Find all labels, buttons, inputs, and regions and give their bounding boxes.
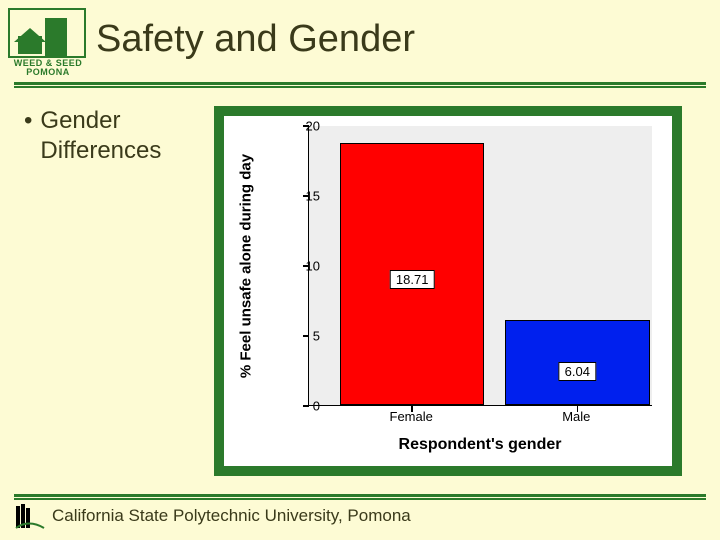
logo-image [8, 8, 86, 58]
y-tick-label: 20 [306, 119, 320, 134]
bullet-list: • Gender Differences [24, 106, 202, 476]
weed-seed-logo: WEED & SEED POMONA [8, 8, 88, 80]
slide-title: Safety and Gender [96, 8, 415, 61]
plot-area: 18.71 6.04 [308, 126, 652, 406]
x-category-label: Male [562, 409, 590, 424]
university-logo-icon [14, 502, 46, 530]
bullet-item: • Gender Differences [24, 106, 202, 166]
bullet-text: Gender Differences [40, 106, 202, 166]
bar-value-label: 18.71 [390, 270, 435, 289]
y-tick-label: 0 [313, 399, 320, 414]
chart-frame: 18.71 6.04 % Feel unsafe alone during day… [214, 106, 682, 476]
y-tick [303, 405, 309, 407]
y-tick-label: 10 [306, 259, 320, 274]
y-tick-label: 15 [306, 189, 320, 204]
y-tick-label: 5 [313, 329, 320, 344]
chart-panel: 18.71 6.04 % Feel unsafe alone during day… [224, 116, 672, 466]
y-tick [303, 335, 309, 337]
slide-content: • Gender Differences 18.71 6.04 % Feel un… [0, 88, 720, 476]
footer-divider [14, 494, 706, 500]
x-category-label: Female [390, 409, 433, 424]
slide-footer: California State Polytechnic University,… [14, 494, 706, 530]
y-axis-label: % Feel unsafe alone during day [238, 154, 255, 378]
bullet-marker: • [24, 106, 32, 166]
x-axis-label: Respondent's gender [308, 436, 652, 454]
slide-header: WEED & SEED POMONA Safety and Gender [0, 0, 720, 80]
logo-text-line2: POMONA [8, 68, 88, 77]
footer-text: California State Polytechnic University,… [52, 506, 411, 526]
bar-value-label: 6.04 [559, 362, 596, 381]
